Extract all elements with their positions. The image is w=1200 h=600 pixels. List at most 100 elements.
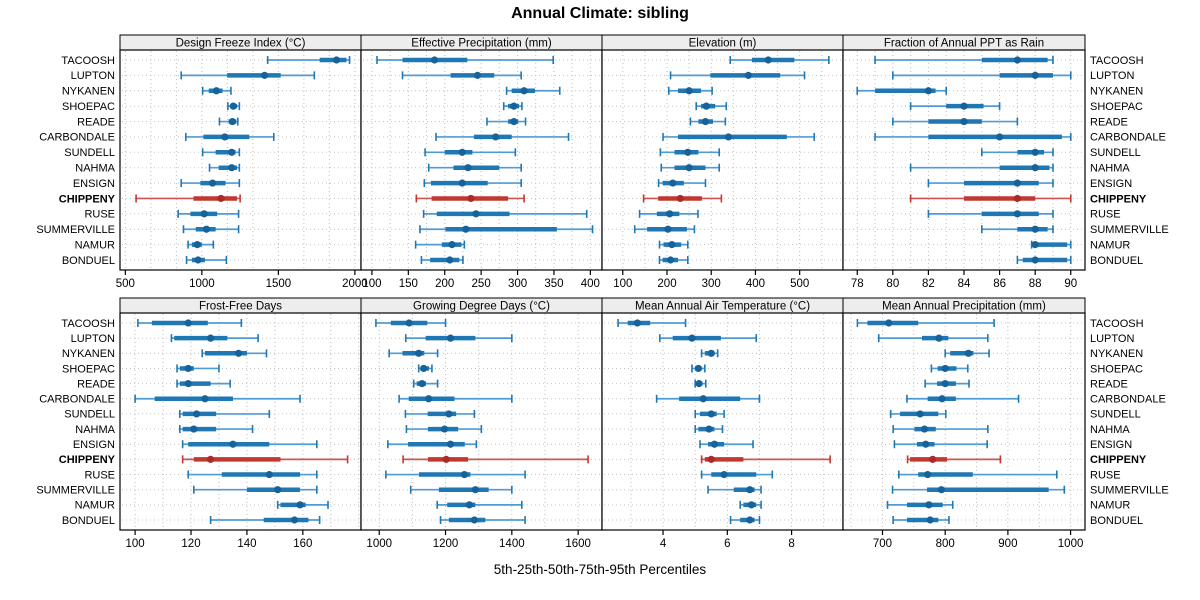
median-dot <box>201 395 209 403</box>
station-label-right: LUPTON <box>1090 70 1134 82</box>
median-dot <box>464 164 472 172</box>
station-label-left: ENSIGN <box>73 439 115 451</box>
median-dot <box>446 440 455 448</box>
median-dot <box>1013 56 1021 64</box>
panel-area <box>842 312 1086 531</box>
station-label-left: TACOOSH <box>61 55 115 67</box>
median-dot <box>208 179 217 187</box>
axis-tick-label: 100 <box>613 278 632 290</box>
axis-tick-label: 1600 <box>565 538 591 550</box>
station-label-left: RUSE <box>84 469 115 481</box>
station-label-left: RUSE <box>84 209 115 221</box>
median-dot <box>265 470 273 479</box>
median-dot <box>420 364 428 373</box>
axis-tick-label: 900 <box>998 538 1017 550</box>
axis-tick-label: 84 <box>958 278 971 290</box>
median-dot <box>473 71 482 79</box>
station-label-right: READE <box>1090 378 1128 390</box>
median-dot <box>685 87 693 95</box>
axis-tick-label: 300 <box>508 278 527 290</box>
median-dot <box>200 210 208 218</box>
axis-tick-label: 500 <box>790 278 809 290</box>
median-dot <box>964 349 972 357</box>
median-dot <box>705 425 713 433</box>
median-dot <box>1031 164 1039 172</box>
station-label-left: BONDUEL <box>62 255 115 267</box>
median-dot <box>467 194 475 203</box>
axis-tick-label: 300 <box>702 278 721 290</box>
median-dot <box>935 334 943 342</box>
median-dot <box>462 225 470 233</box>
axis-tick-label: 1000 <box>189 278 215 290</box>
panel-strip-title: Fraction of Annual PPT as Rain <box>884 37 1044 49</box>
median-dot <box>685 164 693 172</box>
axis-tick-label: 80 <box>886 278 899 290</box>
panel-strip-title: Frost-Free Days <box>199 300 282 312</box>
axis-tick-label: 1200 <box>433 538 459 550</box>
median-dot <box>633 319 641 327</box>
median-dot <box>206 455 215 463</box>
median-dot <box>688 334 696 342</box>
station-label-left: SUNDELL <box>64 147 115 159</box>
axis-tick-label: 2000 <box>342 278 368 290</box>
panel-area <box>119 49 362 271</box>
median-dot <box>924 87 933 95</box>
station-label-left: NYKANEN <box>62 348 115 360</box>
station-label-left: SHOEPAC <box>62 101 115 113</box>
median-dot <box>193 410 201 418</box>
median-dot <box>1031 225 1039 233</box>
median-dot <box>684 148 692 156</box>
station-label-right: SUNDELL <box>1090 409 1141 421</box>
median-dot <box>746 516 754 524</box>
median-dot <box>937 486 946 494</box>
station-label-left: CARBONDALE <box>39 394 115 406</box>
axis-tick-label: 800 <box>936 538 955 550</box>
panel-area <box>360 312 603 531</box>
median-dot <box>471 486 479 494</box>
panel-area <box>119 312 362 531</box>
median-dot <box>465 501 474 509</box>
median-dot <box>510 117 518 126</box>
station-label-right: LUPTON <box>1090 333 1134 345</box>
median-dot <box>448 241 456 249</box>
median-dot <box>425 395 433 403</box>
median-dot <box>446 334 455 342</box>
station-label-right: TACOOSH <box>1090 55 1144 67</box>
median-dot <box>492 133 500 141</box>
median-dot <box>418 380 426 388</box>
station-label-right: RUSE <box>1090 469 1121 481</box>
station-label-left: CHIPPENY <box>59 454 116 466</box>
station-label-left: ENSIGN <box>73 178 115 190</box>
station-label-right: NAHMA <box>1090 162 1130 174</box>
station-label-left: LUPTON <box>71 333 115 345</box>
axis-tick-label: 78 <box>851 278 864 290</box>
axis-tick-label: 150 <box>399 278 418 290</box>
median-dot <box>458 179 466 187</box>
axis-tick-label: 200 <box>435 278 454 290</box>
median-dot <box>217 194 225 203</box>
station-label-right: CHIPPENY <box>1090 454 1147 466</box>
axis-tick-label: 200 <box>657 278 676 290</box>
median-dot <box>290 516 299 524</box>
axis-tick-label: 82 <box>922 278 935 290</box>
median-dot <box>190 425 198 433</box>
median-dot <box>701 117 710 126</box>
station-label-right: READE <box>1090 116 1128 128</box>
median-dot <box>699 395 707 403</box>
station-label-left: NAMUR <box>75 239 115 251</box>
axis-tick-label: 500 <box>116 278 135 290</box>
axis-tick-label: 8 <box>788 538 794 550</box>
axis-tick-label: 400 <box>746 278 765 290</box>
axis-tick-label: 88 <box>1029 278 1042 290</box>
median-dot <box>332 56 341 64</box>
axis-tick-label: 400 <box>581 278 600 290</box>
median-dot <box>916 410 924 418</box>
median-dot <box>184 319 192 327</box>
station-label-left: TACOOSH <box>61 318 115 330</box>
median-dot <box>445 410 453 418</box>
median-dot <box>1031 256 1039 264</box>
station-label-left: SUNDELL <box>64 409 115 421</box>
station-label-right: SUMMERVILLE <box>1090 484 1169 496</box>
station-label-right: RUSE <box>1090 209 1121 221</box>
